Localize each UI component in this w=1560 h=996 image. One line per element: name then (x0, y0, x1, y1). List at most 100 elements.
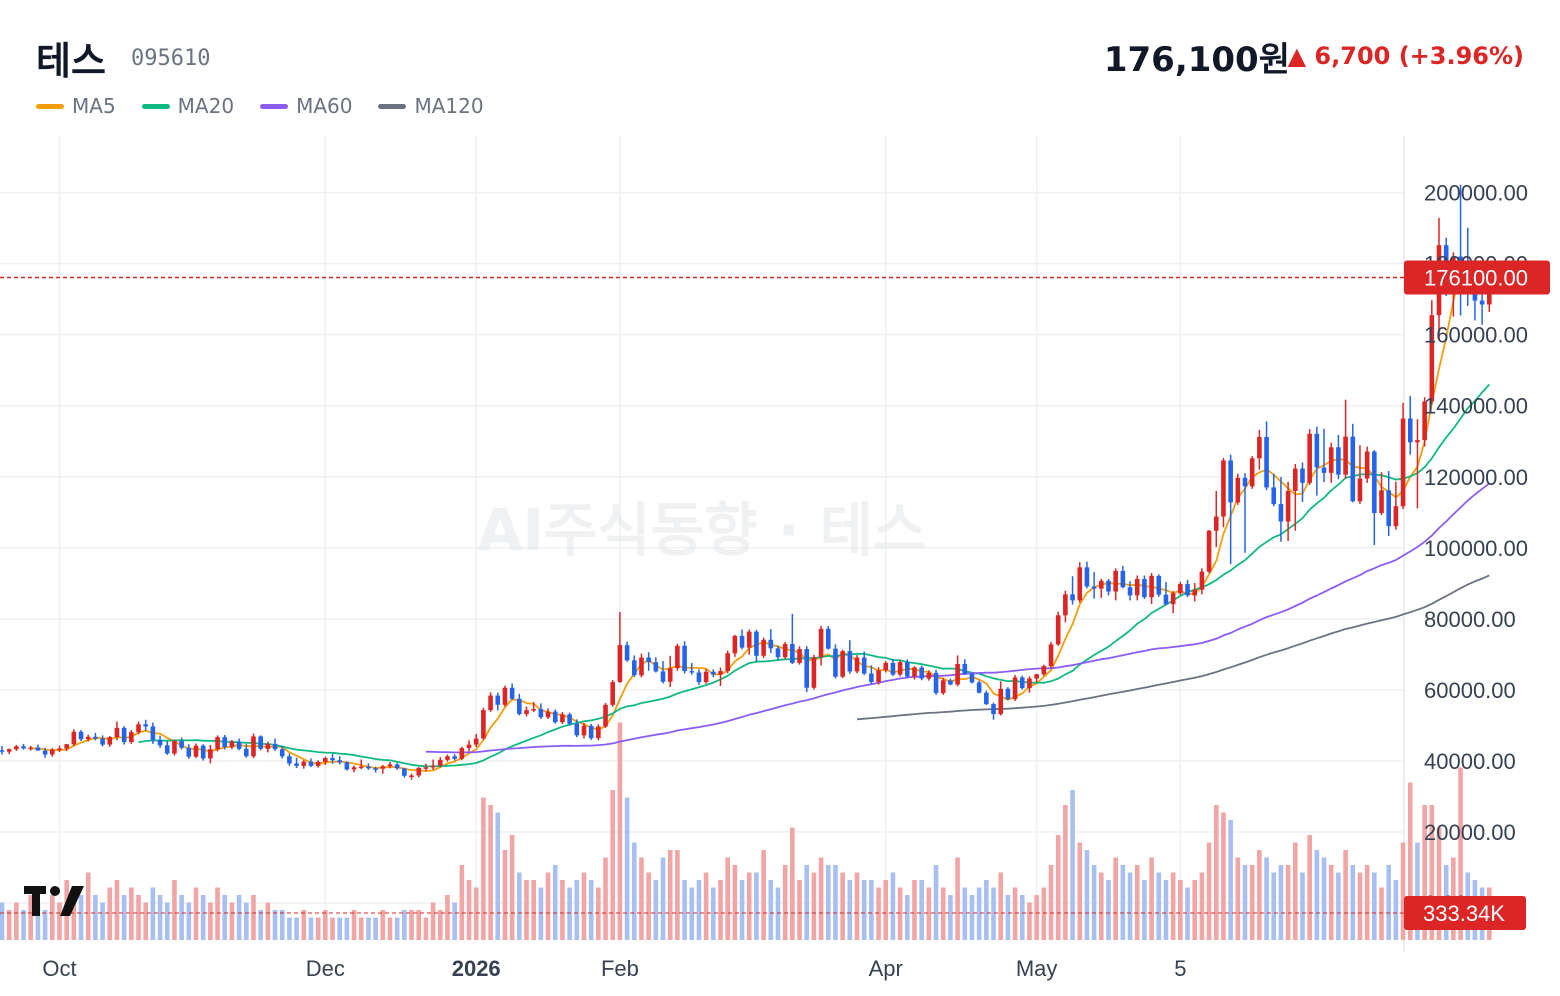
candle-body (208, 749, 213, 759)
volume-bar (675, 850, 680, 940)
volume-bar (57, 902, 62, 940)
candle (1278, 477, 1284, 542)
candle-body (1328, 447, 1334, 473)
candle (1106, 579, 1111, 596)
candle (682, 641, 687, 674)
volume-bar (351, 910, 357, 940)
x-tick-label: Feb (601, 956, 639, 981)
candle (631, 655, 637, 678)
volume-bar (136, 895, 141, 940)
candle (1271, 473, 1277, 507)
candle (610, 679, 616, 707)
candle (804, 646, 810, 693)
candle-body (380, 766, 386, 769)
candle-body (639, 657, 644, 676)
candle (703, 669, 709, 684)
current-price-tag: 176100.00 (1404, 260, 1550, 295)
candle-body (1271, 487, 1277, 505)
candle (186, 744, 192, 759)
candle-body (1415, 440, 1420, 443)
y-tick-label: 200000.00 (1424, 181, 1528, 206)
volume-bar (243, 902, 249, 940)
candle (560, 711, 565, 724)
volume-bar (265, 902, 271, 940)
candle (193, 743, 199, 759)
candle-body (739, 635, 745, 648)
volume-bar (258, 910, 263, 940)
candle-body (1422, 401, 1427, 441)
candle (1134, 575, 1140, 601)
candle (114, 721, 120, 741)
candle-body (1063, 594, 1068, 616)
volume-bar (703, 872, 709, 940)
candle-body (940, 680, 946, 694)
candle (1142, 575, 1147, 599)
candle-body (1134, 579, 1140, 596)
volume-bar (1178, 880, 1183, 940)
candle (1379, 472, 1384, 516)
candle-body (1285, 490, 1291, 522)
volume-bar (1077, 842, 1083, 940)
candle-body (545, 711, 551, 718)
legend-label-ma60: MA60 (296, 94, 353, 118)
candle-body (243, 748, 249, 757)
stock-code: 095610 (131, 46, 211, 71)
candle (107, 736, 113, 747)
candle (1293, 463, 1298, 531)
volume-bar (1249, 865, 1255, 940)
candle (222, 734, 228, 750)
candle (1019, 675, 1025, 690)
candle-body (215, 737, 220, 750)
candle (78, 730, 84, 742)
candle (538, 703, 544, 720)
candle-body (890, 662, 896, 675)
tradingview-logo[interactable] (24, 886, 84, 916)
candle-body (689, 671, 695, 673)
candle (279, 745, 285, 759)
volume-bar (452, 902, 457, 940)
candle-body (78, 731, 84, 740)
volume-bar (517, 872, 522, 940)
volume-bar (509, 835, 515, 940)
legend-ma120[interactable]: MA120 (378, 94, 484, 118)
candle (739, 629, 745, 650)
candle-body (236, 741, 242, 749)
volume-bar (905, 895, 910, 940)
volume-bar (711, 887, 716, 940)
candle (732, 634, 738, 657)
candle-body (423, 767, 429, 769)
candle (373, 766, 378, 773)
candle (811, 654, 817, 690)
candle (301, 760, 307, 769)
candle (581, 722, 587, 739)
candle-body (6, 749, 12, 752)
legend-swatch-ma20 (141, 103, 170, 109)
candle-body (1357, 478, 1363, 502)
candle (782, 641, 788, 660)
candle (969, 673, 975, 684)
volume-bar (358, 917, 364, 940)
candle (754, 629, 759, 662)
legend-ma60[interactable]: MA60 (260, 94, 352, 118)
candle (869, 665, 874, 684)
candle-body (725, 653, 730, 672)
candle-body (287, 756, 292, 764)
candle (933, 669, 939, 695)
volume-bar (617, 722, 623, 940)
volume-bar (1163, 880, 1169, 940)
legend-ma20[interactable]: MA20 (141, 94, 234, 118)
candle-body (1185, 584, 1190, 596)
candle-body (746, 631, 752, 648)
candle-body (71, 731, 77, 745)
volume-bar (976, 887, 982, 940)
legend-ma5[interactable]: MA5 (36, 94, 116, 118)
volume-bar (962, 887, 968, 940)
candle-body (344, 762, 350, 770)
grid-lines (0, 136, 1405, 952)
candle-body (1048, 644, 1054, 667)
volume-bar (28, 895, 34, 940)
candle (1307, 429, 1312, 485)
candle (955, 655, 960, 687)
candle (179, 737, 184, 750)
